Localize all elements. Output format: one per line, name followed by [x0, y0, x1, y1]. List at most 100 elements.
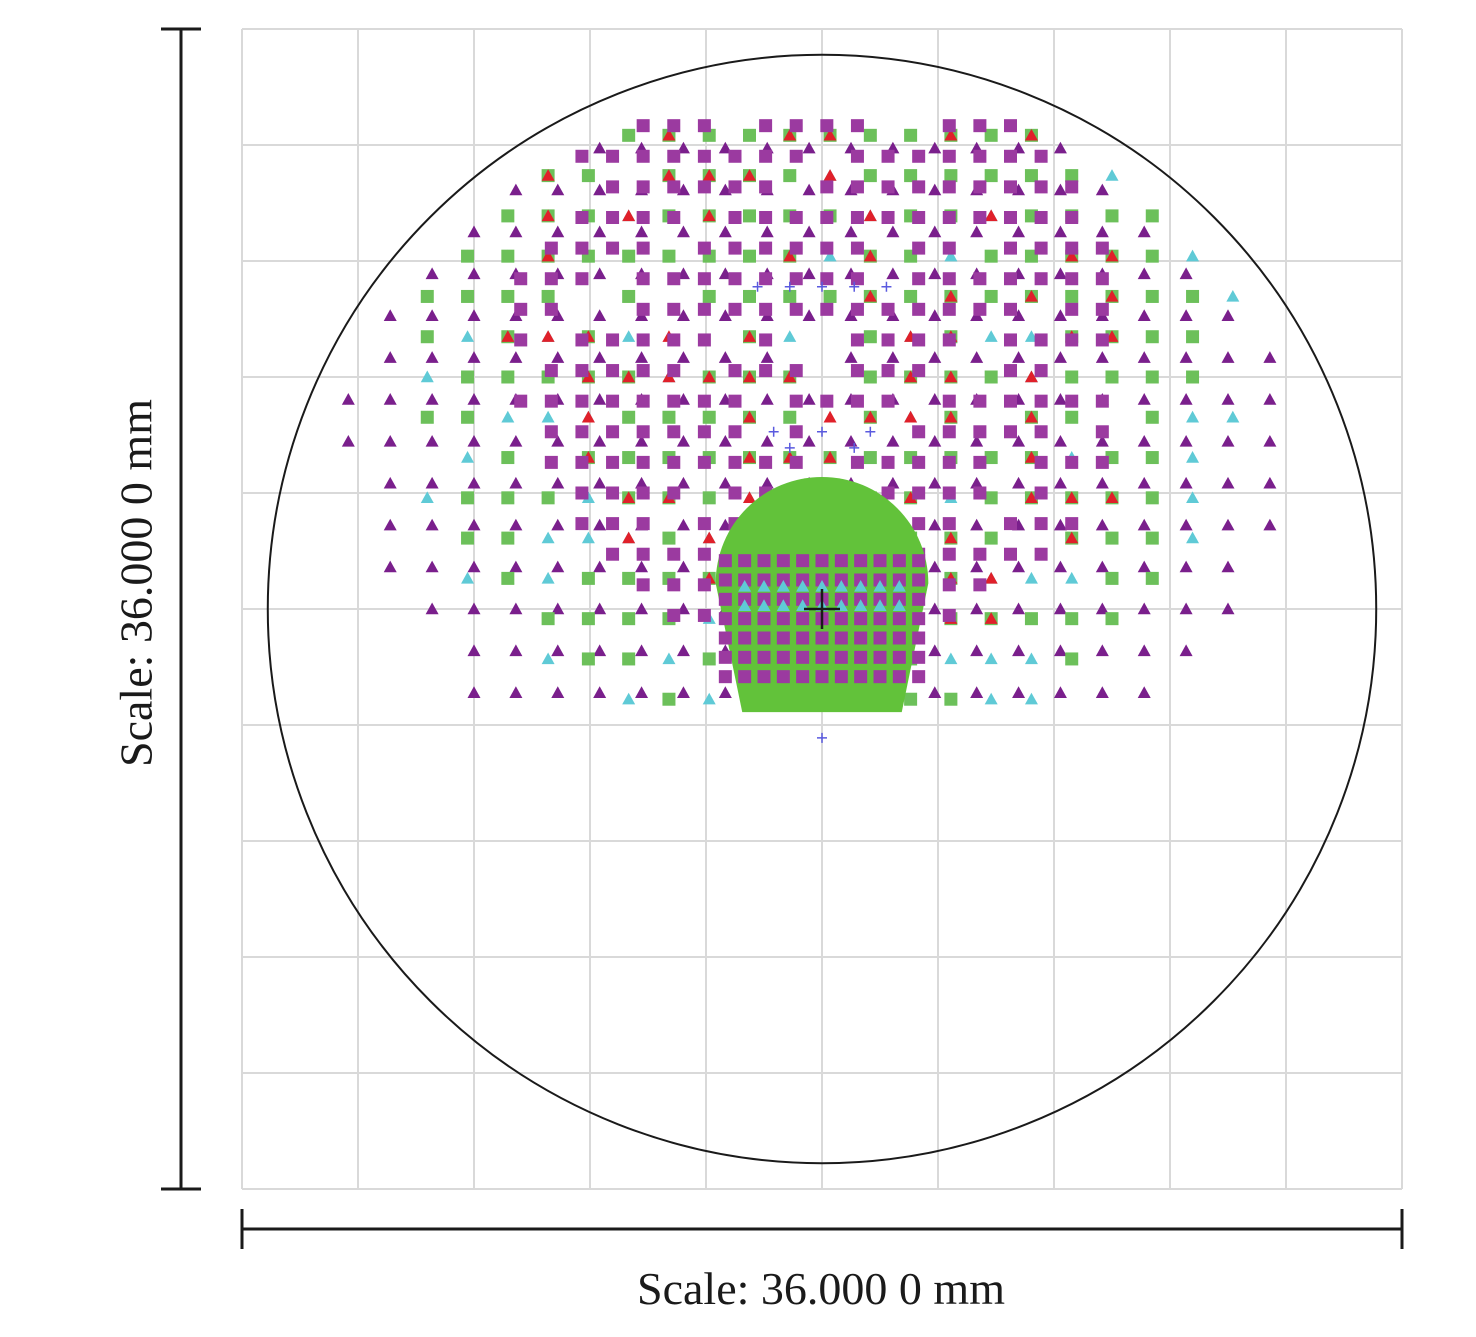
spot-square	[834, 631, 848, 645]
spot-square	[697, 394, 711, 408]
spot-triangle	[1137, 225, 1151, 238]
spot-triangle	[970, 225, 984, 238]
spot-triangle	[593, 141, 607, 154]
scale-bars	[161, 27, 1404, 1249]
spot-cross	[865, 426, 876, 437]
spot-triangle	[802, 434, 816, 447]
spot-square	[789, 364, 803, 378]
spot-triangle	[593, 686, 607, 698]
spot-square	[912, 149, 926, 163]
spot-triangle	[776, 599, 790, 611]
spot-triangle	[676, 351, 690, 363]
spot-square	[575, 455, 589, 469]
spot-square	[606, 333, 620, 347]
spot-square	[1095, 394, 1109, 408]
spot-triangle	[970, 644, 984, 657]
spot-square	[850, 241, 864, 255]
spot-square	[420, 410, 434, 424]
spot-triangle	[383, 476, 397, 489]
spot-triangle	[425, 351, 439, 363]
spot-triangle	[593, 476, 607, 489]
y-scale-label: Scale: 36.000 0 mm	[110, 399, 162, 767]
spot-triangle	[509, 183, 523, 196]
spot-square	[912, 554, 926, 568]
spot-square	[662, 410, 676, 424]
spot-square	[575, 333, 589, 347]
spot-square	[973, 394, 987, 408]
spot-square	[743, 249, 756, 263]
spot-square	[912, 517, 926, 531]
spot-triangle	[461, 571, 475, 584]
spot-square	[757, 670, 771, 684]
spot-cross	[817, 281, 827, 292]
spot-triangle	[944, 531, 958, 544]
spot-square	[622, 571, 636, 585]
spot-triangle	[467, 644, 481, 657]
spot-square	[581, 571, 595, 585]
spot-triangle	[425, 434, 439, 447]
spot-triangle	[541, 571, 555, 584]
spot-square	[912, 486, 926, 500]
spot-square	[1186, 370, 1200, 384]
spot-square	[667, 425, 681, 439]
spot-square	[973, 180, 987, 194]
spot-triangle	[1263, 393, 1277, 405]
spot-triangle	[984, 330, 998, 342]
spot-cross	[849, 281, 860, 292]
spot-triangle	[702, 169, 716, 181]
spot-triangle	[676, 225, 690, 238]
spot-triangle	[783, 128, 797, 141]
spot-square	[606, 425, 620, 439]
spot-square	[759, 272, 773, 286]
spot-square	[912, 302, 926, 316]
spot-square	[662, 249, 676, 263]
spot-triangle	[635, 644, 649, 657]
spot-square	[796, 554, 810, 568]
spot-triangle	[776, 579, 790, 592]
spot-square	[942, 608, 956, 622]
spot-square	[834, 612, 848, 626]
spot-square	[984, 128, 998, 142]
spot-triangle	[383, 309, 397, 321]
spot-triangle	[501, 410, 515, 423]
spot-square	[759, 119, 773, 133]
spot-triangle	[467, 476, 481, 489]
spot-triangle	[1179, 644, 1193, 657]
spot-square	[662, 692, 676, 706]
spot-triangle	[676, 560, 690, 573]
spot-square	[1004, 149, 1017, 163]
spot-triangle	[635, 351, 649, 363]
spot-square	[606, 547, 620, 561]
spot-square	[636, 333, 650, 347]
spot-triangle	[1053, 518, 1067, 531]
spot-triangle	[802, 393, 816, 405]
spot-square	[1095, 425, 1109, 439]
spot-triangle	[970, 686, 984, 698]
spot-triangle	[1179, 602, 1193, 615]
spot-square	[1004, 272, 1017, 286]
spot-triangle	[635, 686, 649, 698]
spot-triangle	[467, 267, 481, 280]
spot-triangle	[509, 560, 523, 573]
spot-square	[789, 302, 803, 316]
spot-triangle	[1053, 644, 1067, 657]
spot-square	[1065, 333, 1079, 347]
spot-square	[728, 425, 742, 439]
spot-square	[904, 692, 918, 706]
spot-triangle	[341, 434, 355, 447]
spot-square	[776, 631, 790, 645]
spot-square	[881, 394, 895, 408]
spot-square	[743, 289, 756, 303]
spot-square	[501, 370, 515, 384]
spot-square	[863, 169, 877, 183]
spot-triangle	[383, 393, 397, 405]
spot-square	[863, 451, 877, 465]
spot-triangle	[1137, 644, 1151, 657]
spot-triangle	[1012, 686, 1026, 698]
spot-triangle	[757, 579, 771, 592]
spot-square	[697, 547, 711, 561]
spot-triangle	[743, 451, 756, 463]
spot-square	[759, 302, 773, 316]
spot-triangle	[928, 476, 942, 489]
spot-triangle	[467, 518, 481, 531]
